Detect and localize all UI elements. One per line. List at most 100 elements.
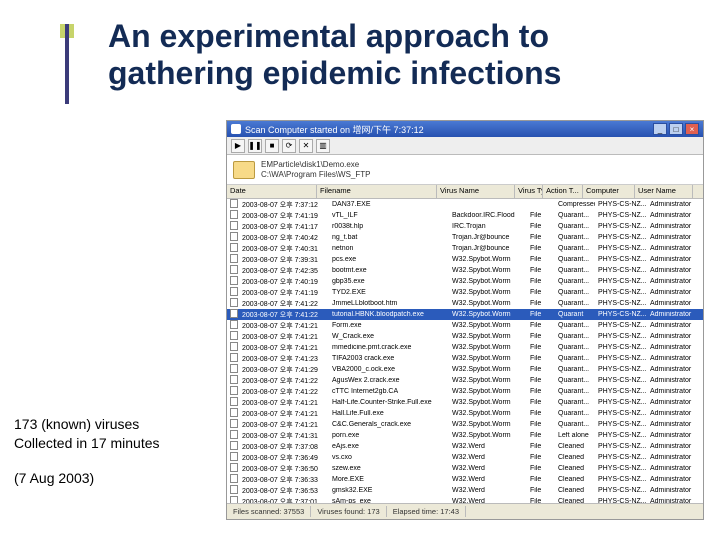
table-row[interactable]: 2003-08-07 오후 7:37:01sAm-ps_exeW32.WerdF… bbox=[227, 496, 703, 503]
table-row[interactable]: 2003-08-07 오후 7:39:31pcs.exeW32.Spybot.W… bbox=[227, 254, 703, 265]
cell: PHYS-CS-NZ... bbox=[595, 234, 647, 241]
table-row[interactable]: 2003-08-07 오후 7:41:22cTTC Internet2gb.CA… bbox=[227, 386, 703, 397]
cell: AgusWex 2.crack.exe bbox=[329, 377, 449, 384]
table-row[interactable]: 2003-08-07 오후 7:41:19vTL_ILFBackdoor.IRC… bbox=[227, 210, 703, 221]
cell: cTTC Internet2gb.CA bbox=[329, 388, 449, 395]
minimize-button[interactable]: _ bbox=[653, 123, 667, 135]
column-header[interactable]: Computer bbox=[583, 185, 635, 198]
cell: Left alone bbox=[555, 432, 595, 439]
cell: netnon bbox=[329, 245, 449, 252]
cell: W32.Werd bbox=[449, 487, 527, 494]
table-row[interactable]: 2003-08-07 오후 7:41:23TIFA2003 crack.exeW… bbox=[227, 353, 703, 364]
cell: File bbox=[527, 377, 555, 384]
cell: Administrator bbox=[647, 388, 703, 395]
delete-button[interactable]: ✕ bbox=[299, 139, 313, 153]
cell: PHYS-CS-NZ... bbox=[595, 421, 647, 428]
table-row[interactable]: 2003-08-07 오후 7:41:21Half-Life.Counter-S… bbox=[227, 397, 703, 408]
file-icon bbox=[227, 408, 239, 419]
file-icon bbox=[227, 364, 239, 375]
cell: porn.exe bbox=[329, 432, 449, 439]
cell: Administrator bbox=[647, 465, 703, 472]
cell: PHYS-CS-NZ... bbox=[595, 476, 647, 483]
cell: File bbox=[527, 300, 555, 307]
cell: W32.Spybot.Worm bbox=[449, 333, 527, 340]
cell: Cleaned bbox=[555, 443, 595, 450]
table-row[interactable]: 2003-08-07 오후 7:36:53gmsk32.EXEW32.WerdF… bbox=[227, 485, 703, 496]
column-header[interactable]: Virus Name bbox=[437, 185, 515, 198]
column-header[interactable]: Action T... bbox=[543, 185, 583, 198]
cell: r0038t.hlp bbox=[329, 223, 449, 230]
cell: Hall.Life.Full.exe bbox=[329, 410, 449, 417]
cell: 2003-08-07 오후 7:40:19 bbox=[239, 277, 329, 287]
file-icon bbox=[227, 309, 239, 320]
window-titlebar[interactable]: Scan Computer started on 增网/下午 7:37:12 _… bbox=[227, 121, 703, 137]
cell: PHYS-CS-NZ... bbox=[595, 355, 647, 362]
table-row[interactable]: 2003-08-07 오후 7:40:19gbp35.exeW32.Spybot… bbox=[227, 276, 703, 287]
table-row[interactable]: 2003-08-07 오후 7:41:22JmmeLLblotboot.htmW… bbox=[227, 298, 703, 309]
table-row[interactable]: 2003-08-07 오후 7:42:35bootmt.exeW32.Spybo… bbox=[227, 265, 703, 276]
cell: PHYS-CS-NZ... bbox=[595, 443, 647, 450]
cell: Quarant... bbox=[555, 212, 595, 219]
table-row[interactable]: 2003-08-07 오후 7:41:22AgusWex 2.crack.exe… bbox=[227, 375, 703, 386]
cell: File bbox=[527, 443, 555, 450]
table-row[interactable]: 2003-08-07 오후 7:37:12DAN37.EXECompressed… bbox=[227, 199, 703, 210]
column-header[interactable]: Filename bbox=[317, 185, 437, 198]
report-button[interactable]: ▥ bbox=[316, 139, 330, 153]
cell: Administrator bbox=[647, 234, 703, 241]
table-row[interactable]: 2003-08-07 오후 7:41:21Hall.Life.Full.exeW… bbox=[227, 408, 703, 419]
cell: PHYS-CS-NZ... bbox=[595, 322, 647, 329]
table-row[interactable]: 2003-08-07 오후 7:40:42ng_t.batTrojan.Jr@b… bbox=[227, 232, 703, 243]
cell: Quarant... bbox=[555, 366, 595, 373]
cell: PHYS-CS-NZ... bbox=[595, 454, 647, 461]
file-icon bbox=[227, 320, 239, 331]
table-row[interactable]: 2003-08-07 오후 7:41:17r0038t.hlpIRC.Troja… bbox=[227, 221, 703, 232]
table-row[interactable]: 2003-08-07 오후 7:36:50szew.exeW32.WerdFil… bbox=[227, 463, 703, 474]
table-row[interactable]: 2003-08-07 오후 7:37:08eAjs.exeW32.WerdFil… bbox=[227, 441, 703, 452]
file-icon bbox=[227, 375, 239, 386]
cell: File bbox=[527, 267, 555, 274]
table-row[interactable]: 2003-08-07 오후 7:41:21mmedicine.pmt.crack… bbox=[227, 342, 703, 353]
table-row[interactable]: 2003-08-07 오후 7:41:21C&C.Generals_crack.… bbox=[227, 419, 703, 430]
maximize-button[interactable]: □ bbox=[669, 123, 683, 135]
table-row[interactable]: 2003-08-07 오후 7:36:49vs.cxoW32.WerdFileC… bbox=[227, 452, 703, 463]
cell: Cleaned bbox=[555, 454, 595, 461]
cell: PHYS-CS-NZ... bbox=[595, 245, 647, 252]
table-row[interactable]: 2003-08-07 오후 7:36:33More.EXEW32.WerdFil… bbox=[227, 474, 703, 485]
column-header[interactable]: Date bbox=[227, 185, 317, 198]
cell: Quarant... bbox=[555, 256, 595, 263]
cell: 2003-08-07 오후 7:41:21 bbox=[239, 398, 329, 408]
cell: Quarant... bbox=[555, 399, 595, 406]
table-row[interactable]: 2003-08-07 오후 7:40:31netnonTrojan.Jr@bou… bbox=[227, 243, 703, 254]
column-header[interactable]: Virus Type bbox=[515, 185, 543, 198]
results-grid: DateFilenameVirus NameVirus TypeAction T… bbox=[227, 185, 703, 503]
cell: 2003-08-07 오후 7:41:23 bbox=[239, 354, 329, 364]
cell: 2003-08-07 오후 7:41:21 bbox=[239, 332, 329, 342]
table-row[interactable]: 2003-08-07 오후 7:41:19TYD2.EXEW32.Spybot.… bbox=[227, 287, 703, 298]
scan-path-1: EMParticle\disk1\Demo.exe bbox=[261, 160, 371, 170]
stop-button[interactable]: ■ bbox=[265, 139, 279, 153]
table-row[interactable]: 2003-08-07 오후 7:41:31porn.exeW32.Spybot.… bbox=[227, 430, 703, 441]
cell: Administrator bbox=[647, 377, 703, 384]
file-icon bbox=[227, 265, 239, 276]
cell: PHYS-CS-NZ... bbox=[595, 201, 647, 208]
cell: PHYS-CS-NZ... bbox=[595, 333, 647, 340]
cell: 2003-08-07 오후 7:41:22 bbox=[239, 299, 329, 309]
caption-l1: 173 (known) viruses bbox=[14, 415, 160, 434]
table-row[interactable]: 2003-08-07 오후 7:41:29VBA2000_c.ock.exeW3… bbox=[227, 364, 703, 375]
table-row[interactable]: 2003-08-07 오후 7:41:22tutorial.HBNK.blood… bbox=[227, 309, 703, 320]
file-icon bbox=[227, 463, 239, 474]
cell: szew.exe bbox=[329, 465, 449, 472]
cell: W32.Spybot.Worm bbox=[449, 410, 527, 417]
cell: W32.Spybot.Worm bbox=[449, 267, 527, 274]
cell: DAN37.EXE bbox=[329, 201, 449, 208]
close-button[interactable]: × bbox=[685, 123, 699, 135]
table-row[interactable]: 2003-08-07 오후 7:41:21Form.exeW32.Spybot.… bbox=[227, 320, 703, 331]
pause-button[interactable]: ❚❚ bbox=[248, 139, 262, 153]
cell: File bbox=[527, 465, 555, 472]
play-button[interactable]: ▶ bbox=[231, 139, 245, 153]
refresh-button[interactable]: ⟳ bbox=[282, 139, 296, 153]
column-header[interactable]: User Name bbox=[635, 185, 693, 198]
table-row[interactable]: 2003-08-07 오후 7:41:21W_Crack.exeW32.Spyb… bbox=[227, 331, 703, 342]
cell: JmmeLLblotboot.htm bbox=[329, 300, 449, 307]
cell: W32.Spybot.Worm bbox=[449, 377, 527, 384]
